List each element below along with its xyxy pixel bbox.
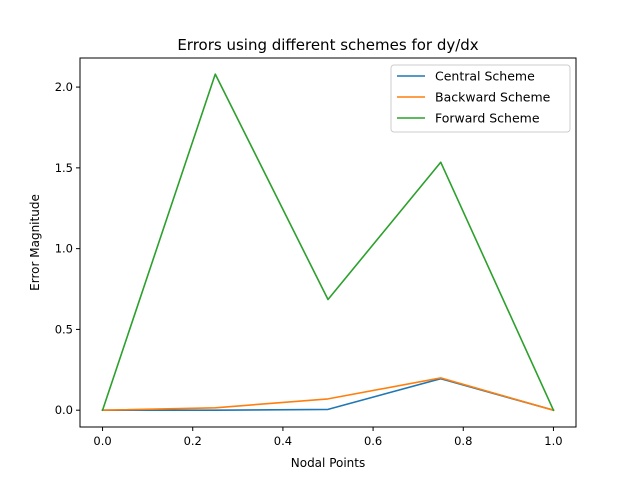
legend-frame <box>390 64 571 133</box>
x-tick-label: 0.6 <box>364 434 382 448</box>
legend-label-forward-scheme: Forward Scheme <box>435 111 540 126</box>
series-line-backward-scheme <box>101 377 555 412</box>
y-axis-label: Error Magnitude <box>28 194 42 291</box>
x-axis-label: Nodal Points <box>291 456 365 470</box>
x-axis-ticks: 0.0 0.2 0.4 0.6 0.8 1.0 <box>93 427 563 448</box>
legend-label-central-scheme: Central Scheme <box>435 69 535 84</box>
y-tick-label: 1.5 <box>55 161 73 175</box>
y-tick-label: 2.0 <box>55 80 73 94</box>
x-tick-label: 1.0 <box>544 434 562 448</box>
x-tick-label: 0.4 <box>274 434 292 448</box>
x-tick-label: 0.0 <box>93 434 111 448</box>
series-layer <box>101 73 555 412</box>
y-axis-ticks: 0.0 0.5 1.0 1.5 2.0 <box>55 80 80 417</box>
plot-area <box>79 57 577 428</box>
x-tick-label: 0.8 <box>454 434 472 448</box>
legend: Central Scheme Backward Scheme Forward Sch… <box>390 64 571 133</box>
y-tick-label: 0.0 <box>55 403 73 417</box>
series-line-forward-scheme <box>101 73 555 412</box>
x-tick-label: 0.2 <box>184 434 202 448</box>
legend-label-backward-scheme: Backward Scheme <box>435 90 551 105</box>
y-tick-label: 0.5 <box>55 322 73 336</box>
axes-frame <box>79 57 577 428</box>
chart-title: Errors using different schemes for dy/dx <box>177 36 478 54</box>
y-tick-label: 1.0 <box>55 242 73 256</box>
legend-items: Central Scheme Backward Scheme Forward Sch… <box>397 69 551 126</box>
